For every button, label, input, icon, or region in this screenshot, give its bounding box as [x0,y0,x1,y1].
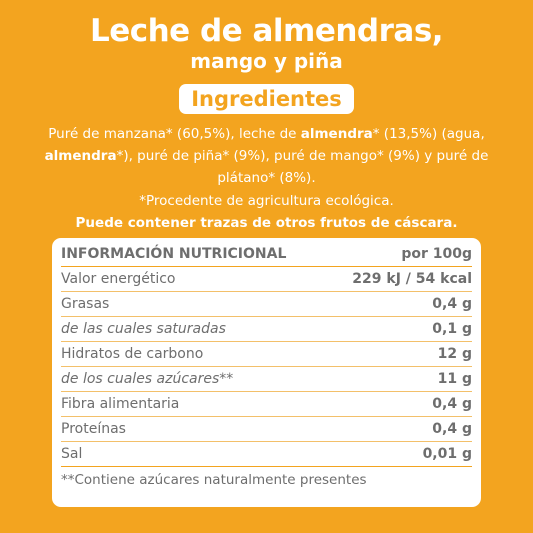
nutrition-value: 0,4 g [432,421,472,437]
nutrition-value: 229 kJ / 54 kcal [352,271,472,287]
product-title: Leche de almendras, [89,13,444,49]
nutrition-row: de los cuales azúcares** 11 g [61,367,472,392]
ingredients-part-bold: almendra [300,126,373,142]
nutrition-row: Proteínas 0,4 g [61,417,472,442]
nutrition-label: Sal [61,446,83,462]
nutrition-label: de los cuales azúcares** [61,371,234,387]
nutrition-label: Fibra alimentaria [61,396,180,412]
nutrition-row: Hidratos de carbono 12 g [61,342,472,367]
nutrition-row: Valor energético 229 kJ / 54 kcal [61,267,472,292]
nutrition-table: INFORMACIÓN NUTRICIONAL por 100g Valor e… [52,238,481,507]
nutrition-value: 12 g [437,346,472,362]
ingredients-heading: Ingredientes [179,84,354,114]
nutrition-value: 11 g [437,371,472,387]
nutrition-value: 0,4 g [432,396,472,412]
nutrition-label: de las cuales saturadas [61,321,226,337]
nutrition-footnote: **Contiene azúcares naturalmente present… [61,472,367,488]
ingredients-text: Puré de manzana* (60,5%), leche de almen… [40,123,493,189]
nutrition-label: Grasas [61,296,110,312]
nutrition-header-value: por 100g [401,246,472,262]
nutrition-label: Proteínas [61,421,126,437]
organic-note: *Procedente de agricultura ecológica. [139,193,394,209]
ingredients-part: *), puré de piña* (9%), puré de mango* (… [116,148,489,186]
nutrition-row: Grasas 0,4 g [61,292,472,317]
nutrition-header-label: INFORMACIÓN NUTRICIONAL [61,246,287,262]
ingredients-part-bold: almendra [44,148,117,164]
nutrition-value: 0,4 g [432,296,472,312]
product-subtitle: mango y piña [190,49,343,73]
nutrition-row: Sal 0,01 g [61,442,472,467]
nutrition-header-row: INFORMACIÓN NUTRICIONAL por 100g [61,242,472,267]
nutrition-value: 0,1 g [432,321,472,337]
nutrition-value: 0,01 g [422,446,472,462]
nutrition-row: Fibra alimentaria 0,4 g [61,392,472,417]
nutrition-row: de las cuales saturadas 0,1 g [61,317,472,342]
nutrition-label: Hidratos de carbono [61,346,204,362]
nutrition-label: Valor energético [61,271,176,287]
traces-warning: Puede contener trazas de otros frutos de… [75,215,458,231]
ingredients-heading-wrap: Ingredientes [0,84,533,114]
ingredients-part: Puré de manzana* (60,5%), leche de [48,126,301,142]
ingredients-part: * (13,5%) (agua, [372,126,485,142]
